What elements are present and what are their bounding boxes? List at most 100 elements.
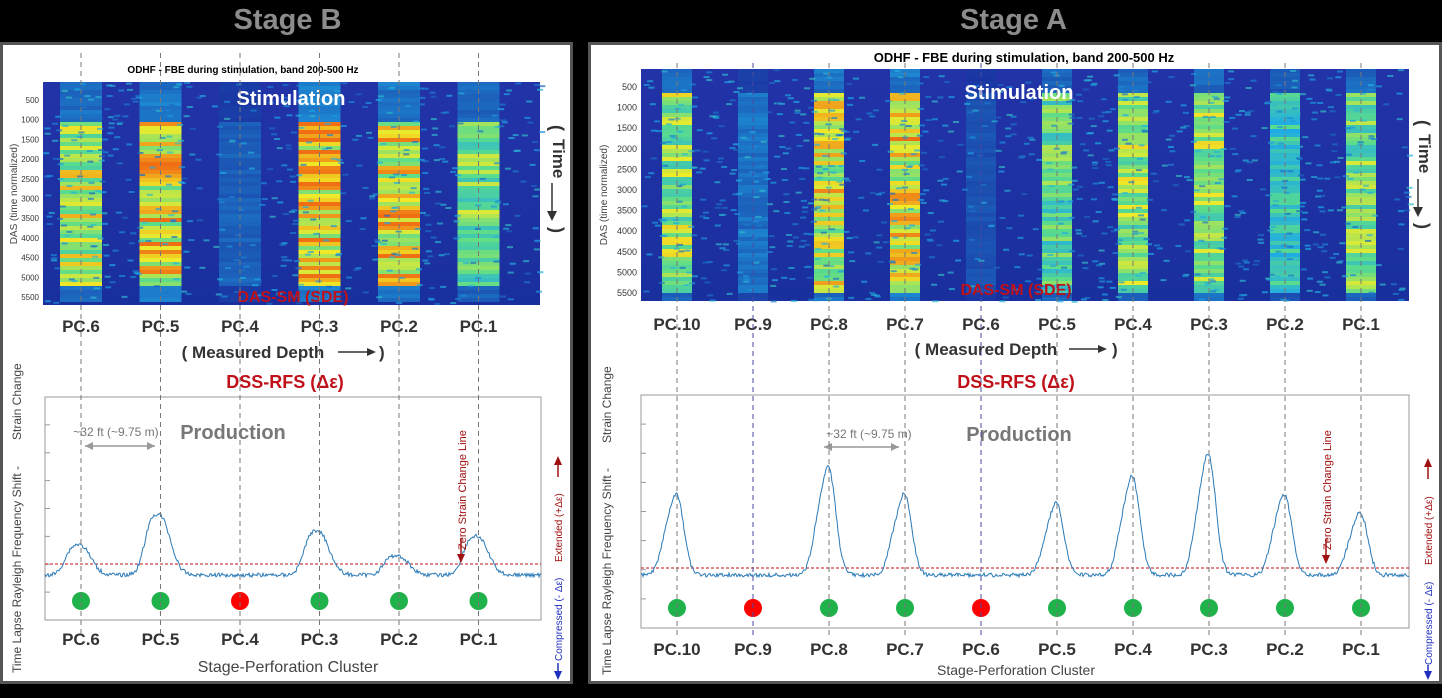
- extended-indicator: Extended (+Δε): [554, 456, 565, 562]
- cluster-dots: [72, 592, 488, 610]
- cluster-label-bottom: PC.5: [142, 630, 180, 649]
- compressed-indicator: Compressed (- Δε): [1424, 582, 1435, 680]
- time-indicator: ( Time ): [1413, 120, 1434, 229]
- spacing-label: ~32 ft (~9.75 m): [826, 427, 911, 441]
- cluster-label-bottom: PC.4: [1114, 640, 1152, 659]
- cluster-label-bottom: PC.10: [653, 640, 700, 659]
- cluster-label-bottom: PC.5: [1038, 640, 1076, 659]
- stage-a-figure: ODHF - FBE during stimulation, band 200-…: [599, 50, 1435, 680]
- heatmap-ytick: 4000: [21, 234, 39, 243]
- das-label: DAS-SM (SDE): [960, 282, 1071, 299]
- md-arrow: [338, 348, 376, 356]
- svg-text:(: (: [547, 125, 567, 131]
- cluster-label-bottom: PC.9: [734, 640, 772, 659]
- heatmap-ytick: 3500: [617, 206, 637, 216]
- heatmap-ytick: 5000: [617, 267, 637, 277]
- time-label: Time: [549, 139, 568, 178]
- md-close: ): [379, 343, 385, 362]
- production-label: Production: [966, 424, 1072, 446]
- heatmap-title: ODHF - FBE during stimulation, band 200-…: [127, 65, 358, 76]
- cluster-label-bottom: PC.4: [221, 630, 259, 649]
- cluster-label-bottom: PC.7: [886, 640, 924, 659]
- md-close: ): [1112, 340, 1118, 359]
- spacing-label: ~32 ft (~9.75 m): [73, 425, 158, 439]
- md-label: ( Measured Depth: [915, 340, 1058, 359]
- zero-strain-label: Zero Strain Change Line: [1322, 430, 1334, 550]
- dss-label: DSS-RFS (Δε): [957, 372, 1074, 392]
- zero-label-arrow: [457, 538, 465, 563]
- heatmap-ytick: 5000: [21, 273, 39, 282]
- compressed-indicator: Compressed (- Δε): [554, 578, 565, 680]
- active-cluster-dot: [72, 592, 90, 610]
- xlabel: Stage-Perforation Cluster: [937, 662, 1095, 678]
- cluster-label-bottom: PC.6: [62, 630, 100, 649]
- compressed-label: Compressed (- Δε): [554, 578, 565, 661]
- cluster-label-bottom: PC.2: [1266, 640, 1304, 659]
- compressed-label: Compressed (- Δε): [1424, 582, 1435, 665]
- production-label: Production: [180, 422, 286, 444]
- zero-strain-label: Zero Strain Change Line: [457, 430, 469, 550]
- xlabel: Stage-Perforation Cluster: [198, 659, 379, 676]
- dss-label: DSS-RFS (Δε): [226, 372, 343, 392]
- heatmap-ytick: 2500: [617, 164, 637, 174]
- zero-label-arrow: [1322, 539, 1330, 564]
- heatmap-background: [43, 82, 540, 305]
- strain-plot-grid: [641, 423, 646, 600]
- stage-b-panel: ODHF - FBE during stimulation, band 200-…: [0, 42, 573, 684]
- cluster-label-bottom: PC.2: [380, 630, 418, 649]
- md-label: ( Measured Depth: [182, 343, 325, 362]
- md-arrow: [1069, 345, 1107, 353]
- svg-text:(: (: [1413, 120, 1433, 126]
- heatmap: [641, 69, 1414, 303]
- heatmap-ylabel: DAS (time normalized): [599, 145, 610, 246]
- cluster-label-bottom: PC.3: [301, 630, 339, 649]
- heatmap-ytick: 5500: [617, 288, 637, 298]
- strain-plot: [44, 396, 542, 621]
- heatmap-title: ODHF - FBE during stimulation, band 200-…: [874, 50, 1175, 65]
- heatmap-ytick: 3000: [21, 195, 39, 204]
- spacing-arrow: [85, 442, 155, 450]
- heatmap-ytick: 3500: [21, 214, 39, 223]
- heatmap-ytick: 1500: [21, 135, 39, 144]
- stage-b-title: Stage B: [233, 4, 342, 36]
- extended-indicator: Extended (+Δε): [1424, 458, 1435, 565]
- strain-ylabel-2: Strain Change: [10, 363, 24, 440]
- stage-a-panel: ODHF - FBE during stimulation, band 200-…: [588, 42, 1442, 684]
- heatmap-ytick: 2000: [21, 155, 39, 164]
- extended-label: Extended (+Δε): [554, 493, 565, 562]
- time-label: Time: [1415, 134, 1434, 173]
- heatmap-yticks: 500 1000 1500 2000 2500 3000 3500 4000 4500 5000 5…: [21, 96, 39, 302]
- active-cluster-dot: [469, 592, 488, 610]
- stage-b-figure: ODHF - FBE during stimulation, band 200-…: [9, 53, 568, 680]
- cluster-labels-bottom: PC.6 PC.5 PC.4 PC.3 PC.2 PC.1: [62, 630, 497, 649]
- heatmap-ytick: 4000: [617, 226, 637, 236]
- cluster-labels-top: PC.10 PC.9 PC.8 PC.7 PC.6 PC.5 PC.4 PC.3 PC.2 PC.…: [653, 315, 1380, 334]
- cluster-label-bottom: PC.1: [460, 630, 498, 649]
- heatmap-yticks: 500 1000 1500 2000 2500 3000 3500 4000 4500 5000 5…: [617, 82, 637, 298]
- stage-a-title: Stage A: [960, 4, 1067, 36]
- strain-series-line: [44, 512, 542, 579]
- heatmap-ytick: 500: [622, 82, 637, 92]
- heatmap-ytick: 500: [26, 96, 40, 105]
- cluster-labels-bottom: PC.10 PC.9 PC.8 PC.7 PC.6 PC.5 PC.4 PC.3 PC.2 PC.…: [653, 640, 1380, 659]
- strain-ylabel-2: Strain Change: [600, 366, 614, 443]
- heatmap-ytick: 2000: [617, 144, 637, 154]
- active-cluster-dot: [151, 592, 170, 610]
- active-cluster-dot: [310, 592, 329, 610]
- svg-text:): ): [547, 227, 567, 233]
- heatmap-ytick: 5500: [21, 293, 39, 302]
- stimulation-label: Stimulation: [965, 82, 1074, 104]
- heatmap-ytick: 2500: [21, 175, 39, 184]
- heatmap-ytick: 4500: [617, 247, 637, 257]
- strain-ylabel-1: Time Lapse Rayleigh Frequency Shift -: [600, 468, 614, 675]
- spacing-arrow: [824, 443, 899, 451]
- time-indicator: ( Time ): [547, 125, 568, 233]
- cluster-label-bottom: PC.1: [1342, 640, 1380, 659]
- extended-label: Extended (+Δε): [1424, 496, 1435, 565]
- strain-series-line: [640, 453, 1409, 579]
- cluster-label-bottom: PC.8: [810, 640, 848, 659]
- heatmap-ytick: 4500: [21, 254, 39, 263]
- das-label: DAS-SM (SDE): [237, 289, 348, 306]
- cluster-label-bottom: PC.6: [962, 640, 1000, 659]
- cluster-labels-top: PC.6 PC.5 PC.4 PC.3 PC.2 PC.1: [62, 317, 497, 336]
